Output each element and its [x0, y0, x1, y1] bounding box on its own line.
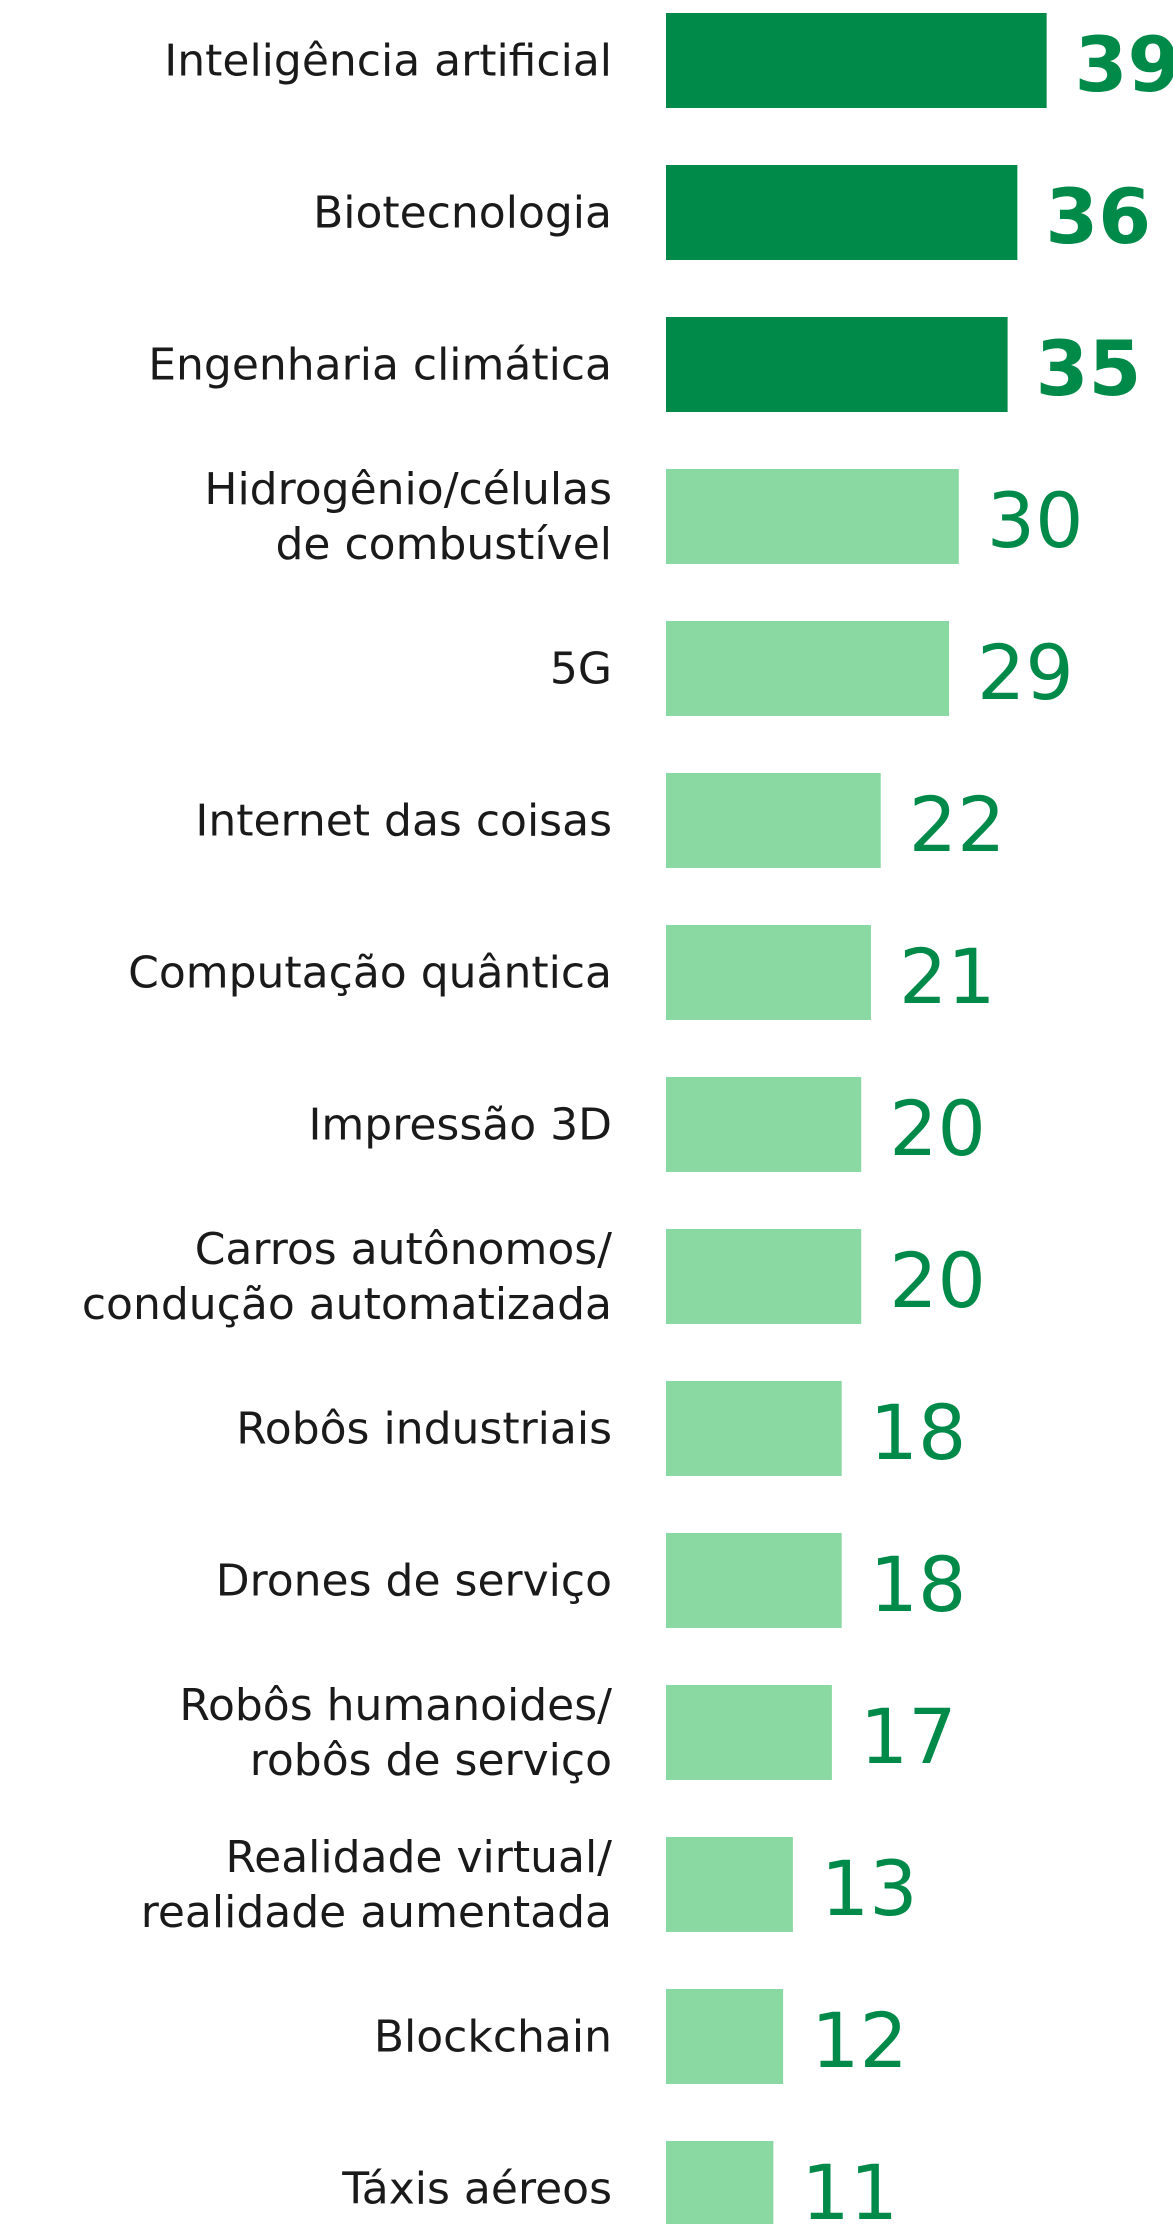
value-label: 18 [870, 1388, 967, 1477]
bar [666, 469, 959, 564]
bar [666, 773, 881, 868]
bar [666, 1533, 842, 1628]
value-label: 20 [889, 1084, 986, 1173]
bar [666, 621, 950, 716]
value-label: 21 [899, 932, 996, 1021]
value-label: 20 [889, 1236, 986, 1325]
category-label: Robôs humanoides/robôs de serviço [179, 1680, 612, 1786]
value-label: 30 [987, 476, 1084, 565]
bar [666, 165, 1018, 260]
category-label: Biotecnologia [313, 187, 612, 238]
bar [666, 1837, 793, 1932]
bar [666, 1381, 842, 1476]
category-label: Hidrogênio/células de combustível [204, 464, 612, 570]
category-label: Realidade virtual/realidade aumentada [141, 1832, 612, 1938]
value-label: 18 [870, 1540, 967, 1629]
value-label: 12 [811, 1996, 908, 2085]
category-label: Blockchain [374, 2011, 612, 2062]
bar [666, 1229, 862, 1324]
category-label: 5G [550, 643, 612, 694]
category-label: Robôs industriais [236, 1403, 612, 1454]
category-label: Impressão 3D [308, 1099, 612, 1150]
value-label: 17 [860, 1692, 957, 1781]
value-label: 22 [909, 780, 1006, 869]
value-label: 39 [1075, 20, 1173, 109]
category-label: Carros autônomos/condução automatizada [82, 1224, 612, 1330]
category-label: Inteligência artificial [164, 35, 612, 86]
category-label: Drones de serviço [216, 1555, 612, 1606]
bar [666, 1685, 832, 1780]
bar [666, 925, 871, 1020]
category-label: Internet das coisas [195, 795, 612, 846]
value-label: 35 [1036, 324, 1142, 413]
bar [666, 2141, 774, 2224]
value-label: 13 [821, 1844, 918, 1933]
bar [666, 1077, 862, 1172]
category-label: Táxis aéreos [341, 2163, 612, 2214]
value-label: 11 [801, 2148, 898, 2224]
bar [666, 317, 1008, 412]
category-label: Engenharia climática [148, 339, 612, 390]
bar [666, 13, 1047, 108]
bar [666, 1989, 784, 2084]
value-label: 29 [977, 628, 1074, 717]
category-label: Computação quântica [128, 947, 612, 998]
value-label: 36 [1045, 172, 1151, 261]
